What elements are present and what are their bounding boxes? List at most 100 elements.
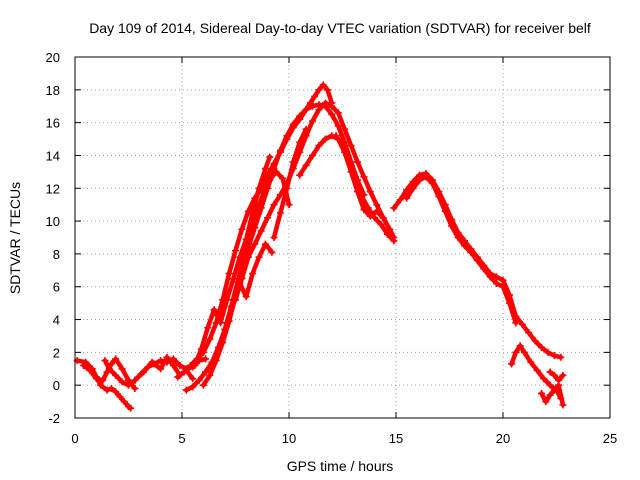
data-point (383, 230, 391, 238)
data-point (127, 404, 135, 412)
data-point (334, 109, 342, 117)
data-point (531, 337, 539, 345)
data-point (249, 270, 257, 278)
data-point (324, 86, 332, 94)
data-point (321, 99, 329, 107)
data-point (279, 174, 287, 182)
tick-marks (74, 56, 611, 419)
data-point (527, 358, 535, 366)
data-point (86, 366, 94, 374)
data-point (139, 368, 147, 376)
data-point (270, 234, 278, 241)
data-point (544, 348, 552, 356)
data-point (550, 371, 558, 379)
data-point (360, 173, 368, 181)
data-point (540, 375, 548, 383)
data-point (116, 393, 124, 401)
data-point (557, 353, 565, 361)
data-point (559, 371, 567, 379)
data-point (366, 188, 374, 196)
series-line (271, 126, 309, 240)
data-point (255, 184, 263, 192)
data-point (403, 194, 411, 202)
data-point (550, 352, 558, 360)
data-point (223, 296, 231, 304)
data-point (92, 375, 100, 383)
y-tick-label: 14 (46, 148, 60, 163)
data-point (182, 386, 190, 394)
data-point (223, 319, 231, 327)
data-point (441, 207, 449, 215)
data-point (360, 206, 368, 214)
y-tick-label: 12 (46, 181, 60, 196)
data-point (302, 106, 310, 114)
data-point (409, 184, 417, 192)
y-tick-label: -2 (48, 411, 60, 426)
y-tick-label: 6 (53, 280, 60, 295)
data-point (371, 214, 379, 222)
data-point (212, 357, 220, 365)
y-tick-label: 16 (46, 116, 60, 131)
data-point (176, 361, 184, 369)
data-point (353, 158, 361, 166)
data-point (448, 222, 456, 230)
data-point (309, 102, 317, 110)
data-point (546, 391, 554, 399)
data-point (238, 225, 246, 233)
data-point (516, 342, 524, 350)
data-point (512, 348, 520, 356)
data-point (520, 348, 528, 356)
data-point (197, 345, 205, 353)
data-point (283, 132, 291, 140)
data-point (546, 368, 554, 376)
data-point (480, 265, 488, 273)
data-point (103, 386, 111, 394)
x-tick-label: 15 (389, 431, 403, 446)
data-point (538, 389, 546, 397)
series-track-7 (191, 153, 274, 369)
data-point (334, 122, 342, 130)
data-point (169, 361, 177, 369)
data-point (403, 186, 411, 194)
data-point (180, 368, 188, 376)
data-point (202, 368, 210, 376)
data-point (225, 270, 233, 278)
data-point (242, 235, 250, 243)
data-point (546, 381, 554, 389)
data-point (202, 355, 210, 363)
data-point (373, 207, 381, 215)
data-point (377, 220, 385, 228)
data-point (163, 353, 171, 361)
y-tick-labels: -2 0 2 4 6 8 10 12 14 16 18 20 (46, 50, 60, 426)
y-tick-label: 20 (46, 50, 60, 65)
data-point (315, 106, 323, 114)
data-point (105, 365, 113, 373)
data-point (283, 184, 291, 192)
data-point (270, 201, 278, 209)
data-point (112, 355, 120, 363)
data-point (244, 207, 252, 215)
data-point (302, 161, 310, 169)
data-point (505, 299, 513, 307)
data-point (341, 125, 349, 133)
series-line (547, 369, 566, 383)
data-point (373, 201, 381, 209)
data-point (508, 360, 516, 368)
data-point (157, 365, 165, 373)
data-point (261, 240, 269, 248)
y-tick-label: 2 (53, 345, 60, 360)
y-axis-title: SDTVAR / TECUs (7, 182, 23, 294)
data-point (296, 171, 304, 179)
data-point (217, 319, 225, 327)
data-point (99, 376, 107, 384)
y-tick-label: 8 (53, 247, 60, 262)
series-line (509, 343, 564, 401)
x-tick-label: 5 (178, 431, 185, 446)
data-point (390, 204, 398, 212)
data-point (276, 147, 284, 155)
data-point (80, 361, 88, 369)
data-point (550, 386, 558, 394)
data-point (486, 273, 494, 281)
data-point (191, 361, 199, 369)
